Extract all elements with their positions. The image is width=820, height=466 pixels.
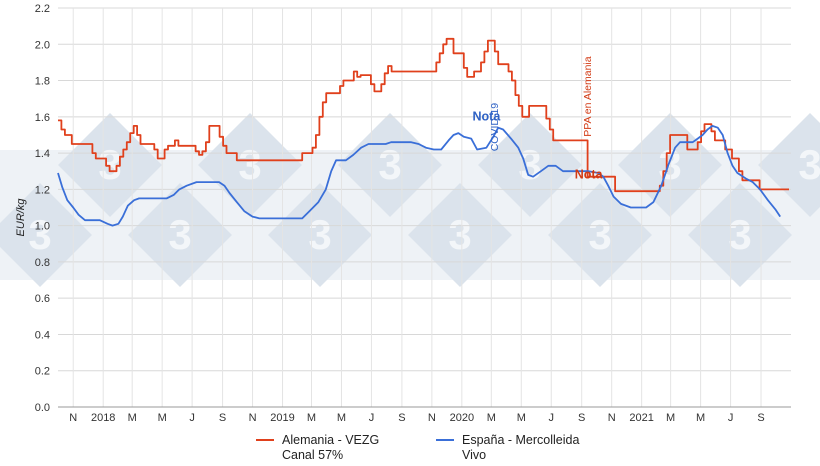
x-tick-label: 2021	[629, 412, 653, 424]
watermark-digit: 3	[378, 141, 401, 188]
legend-label-espana: España - Mercolleida Vivo	[462, 433, 580, 462]
y-tick-label: 1.0	[35, 221, 50, 233]
x-tick-label: M	[696, 412, 705, 424]
watermark-logo: 3	[548, 183, 652, 287]
legend-item-alemania: Alemania - VEZG Canal 57%	[256, 433, 379, 463]
legend-swatch-alemania	[256, 438, 274, 441]
x-tick-label: N	[608, 412, 616, 424]
x-tick-label: 2018	[91, 412, 115, 424]
legend-swatch-espana	[436, 438, 454, 441]
y-tick-label: 2.0	[35, 39, 50, 51]
series-lines	[57, 37, 789, 227]
x-tick-label: S	[578, 412, 585, 424]
watermark-digit: 3	[728, 211, 751, 258]
watermark-diamond	[478, 113, 582, 217]
x-tick-label: M	[128, 412, 137, 424]
x-tick-label: J	[369, 412, 375, 424]
watermark-digit: 3	[798, 141, 820, 188]
annotation-rotated: PPA en Alemania	[582, 56, 594, 137]
watermark-diamond	[0, 183, 92, 287]
watermark-digit: 3	[98, 141, 121, 188]
annotation-label: Nota	[473, 109, 502, 123]
axes: 0.0 0.2 0.4 0.6 0.8 1.0 1.2 1.4 1.6 1.8 2.0 2.2 N 201…	[15, 3, 791, 424]
y-tick-label: 0.2	[35, 366, 50, 378]
legend-item-espana: España - Mercolleida Vivo	[436, 433, 579, 463]
watermark-diamond	[128, 183, 232, 287]
watermark-diamond	[758, 113, 820, 217]
x-tick-label: M	[307, 412, 316, 424]
watermark-digit: 3	[448, 211, 471, 258]
y-axis-label: EUR/kg	[15, 198, 27, 237]
x-tick-label: S	[219, 412, 226, 424]
x-tick-label: N	[249, 412, 257, 424]
y-tick-label: 1.6	[35, 112, 50, 124]
watermark-logo: 3	[268, 183, 372, 287]
y-tick-label: 0.8	[35, 257, 50, 269]
x-tick-label: M	[487, 412, 496, 424]
series-line-espana	[57, 125, 781, 227]
watermark-digit: 3	[168, 211, 191, 258]
watermark-digit: 3	[238, 141, 261, 188]
y-tick-label: 1.2	[35, 184, 50, 196]
annotation-rotated: COVID-19	[489, 103, 501, 152]
annotation-label: Nota	[575, 167, 604, 181]
x-tick-label: S	[757, 412, 764, 424]
watermark-diamond	[408, 183, 512, 287]
watermark-diamond	[688, 183, 792, 287]
x-tick-label: 2020	[450, 412, 474, 424]
x-tick-label: M	[158, 412, 167, 424]
x-tick-label: S	[398, 412, 405, 424]
watermark-digit: 3	[28, 211, 51, 258]
watermark-diamond	[548, 183, 652, 287]
series-line-alemania	[58, 37, 789, 193]
y-tick-label: 0.6	[35, 293, 50, 305]
watermark-diamond	[338, 113, 442, 217]
watermark-digit: 3	[588, 211, 611, 258]
watermark-logo: 3	[688, 183, 792, 287]
watermark-logo: 3	[128, 183, 232, 287]
x-tick-label: M	[666, 412, 675, 424]
x-tick-label: N	[69, 412, 77, 424]
x-tick-label: M	[517, 412, 526, 424]
watermark-logo: 3	[758, 113, 820, 217]
y-tick-label: 2.2	[35, 3, 50, 15]
watermark-diamond	[268, 183, 372, 287]
watermark-digit: 3	[308, 211, 331, 258]
y-tick-label: 0.0	[35, 402, 50, 414]
watermark-digit: 3	[518, 141, 541, 188]
x-tick-label: N	[428, 412, 436, 424]
x-tick-label: J	[189, 412, 195, 424]
y-tick-label: 1.8	[35, 76, 50, 88]
watermark-logo: 3	[408, 183, 512, 287]
watermark-logo: 3	[0, 183, 92, 287]
y-tick-label: 1.4	[35, 148, 50, 160]
legend-label-alemania: Alemania - VEZG Canal 57%	[282, 433, 380, 462]
x-tick-label: J	[728, 412, 734, 424]
x-tick-label: M	[337, 412, 346, 424]
y-tick-label: 0.4	[35, 329, 50, 341]
x-tick-label: J	[549, 412, 555, 424]
x-tick-label: 2019	[270, 412, 294, 424]
